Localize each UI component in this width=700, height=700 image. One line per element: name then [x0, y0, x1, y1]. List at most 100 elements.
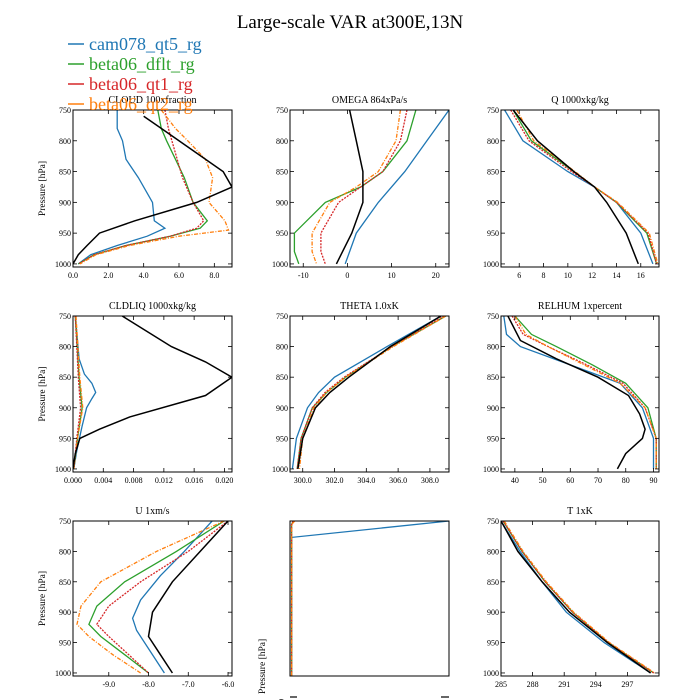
- y-tick-label: 1000: [55, 465, 71, 474]
- x-tick-label: 6.0: [174, 271, 184, 280]
- y-tick-label: 900: [487, 608, 499, 617]
- y-tick-label: 900: [487, 198, 499, 207]
- x-tick-label: 8: [542, 271, 546, 280]
- series-line-beta06_qt2_rg: [514, 316, 657, 469]
- x-tick-label: 20: [432, 271, 440, 280]
- y-tick-label: 950: [487, 434, 499, 443]
- x-tick-label: 306.0: [389, 476, 407, 485]
- panel-8: [289, 520, 450, 677]
- x-tick-label: 0.008: [125, 476, 143, 485]
- y-tick-label: 900: [276, 404, 288, 413]
- orphan-axis-label: Pressure [hPa]1000: [258, 639, 449, 700]
- series-line-reference: [147, 521, 229, 674]
- legend-label: cam078_qt5_rg: [89, 34, 202, 54]
- x-tick-label: 285: [495, 680, 507, 689]
- series-line-beta06_qt2_rg: [298, 316, 447, 469]
- series-line-beta06_qt2_rg: [516, 110, 659, 265]
- series-line-beta06_dflt_rg: [502, 521, 655, 674]
- panel-frame: [72, 520, 233, 677]
- y-tick-label: 1000: [272, 260, 288, 269]
- y-tick-label: 1000: [483, 465, 499, 474]
- series-line-beta06_dflt_rg: [293, 110, 417, 265]
- series-line-beta06_qt1_rg: [290, 521, 294, 676]
- panel-5: THETA 1.0xK 750 800 850 900 950 1000 300.0 302.0…: [272, 301, 450, 485]
- y-tick-label: 850: [487, 168, 499, 177]
- series-line-beta06_qt1_rg: [320, 110, 408, 265]
- y-tick-label: 900: [59, 404, 71, 413]
- y-tick-label: 850: [276, 168, 288, 177]
- y-tick-label: 850: [487, 578, 499, 587]
- series-line-reference: [507, 316, 646, 470]
- panel-frame: [289, 520, 450, 677]
- series-line-beta06_qt1_rg: [502, 521, 655, 674]
- x-tick-label: 0.012: [155, 476, 173, 485]
- x-tick-label: 300.0: [294, 476, 312, 485]
- series-line-reference: [297, 316, 442, 470]
- x-tick-label: 50: [539, 476, 547, 485]
- series-line-cam078_qt5_rg: [344, 110, 449, 265]
- series-line-beta06_dflt_rg: [77, 110, 209, 265]
- panel-title: CLOUD 100xfraction: [108, 95, 196, 106]
- panel-frame: [289, 315, 450, 473]
- panel-title: OMEGA 864xPa/s: [332, 95, 407, 106]
- y-tick-label: 950: [276, 229, 288, 238]
- y-tick-label: 850: [276, 373, 288, 382]
- y-axis-label: Pressure [hPa]: [38, 366, 48, 421]
- x-tick-label: -6.0: [222, 680, 235, 689]
- panel-title: CLDLIQ 1000xkg/kg: [109, 301, 196, 312]
- y-tick-label: 800: [487, 137, 499, 146]
- series-line-reference: [73, 115, 232, 265]
- x-tick-label: 16: [637, 271, 645, 280]
- y-tick-label: 850: [59, 168, 71, 177]
- x-tick-label: 10: [388, 271, 396, 280]
- series-line-beta06_qt2_rg: [290, 521, 296, 676]
- y-tick-label: 950: [59, 639, 71, 648]
- panel-title: U 1xm/s: [135, 506, 169, 517]
- series-line-beta06_qt1_rg: [296, 316, 445, 469]
- series-line-cam078_qt5_rg: [131, 521, 213, 674]
- series-line-beta06_qt1_rg: [510, 110, 658, 265]
- x-tick-label: 90: [649, 476, 657, 485]
- x-tick-label: 291: [558, 680, 570, 689]
- panel-4: CLDLIQ 1000xkg/kg 750 800 850 900 950 1000 0.00…: [38, 301, 233, 485]
- panel-7: U 1xm/s 750 800 850 900 950 1000 -9.0 -8.0 -7.0 -6…: [38, 506, 234, 689]
- series-line-reference: [501, 521, 652, 674]
- x-tick-label: 12: [588, 271, 596, 280]
- x-tick-label: 0.020: [215, 476, 233, 485]
- series-line-cam078_qt5_rg: [291, 316, 442, 469]
- x-tick-label: -10: [298, 271, 309, 280]
- panel-2: OMEGA 864xPa/s 750 800 850 900 950 1000 -10 0 10 2…: [272, 95, 450, 280]
- y-tick-label: 1000: [55, 669, 71, 678]
- x-tick-label: 70: [594, 476, 602, 485]
- series-line-cam078_qt5_rg: [501, 521, 651, 674]
- y-tick-label: 750: [487, 312, 499, 321]
- y-tick-label: 800: [59, 343, 71, 352]
- series-line-beta06_qt2_rg: [503, 521, 656, 674]
- y-tick-label: 900: [59, 198, 71, 207]
- x-tick-label: 297: [621, 680, 633, 689]
- x-tick-label: 294: [590, 680, 602, 689]
- y-tick-label: 950: [59, 434, 71, 443]
- series-line-beta06_qt2_rg: [73, 316, 84, 469]
- x-tick-label: 10: [564, 271, 572, 280]
- y-tick-label: 800: [487, 343, 499, 352]
- series-line-beta06_dflt_rg: [88, 521, 225, 674]
- panel-title: T 1xK: [567, 506, 593, 517]
- x-tick-label: 2.0: [103, 271, 113, 280]
- legend-item: cam078_qt5_rg: [68, 34, 202, 54]
- legend-item: beta06_dflt_rg: [68, 54, 195, 74]
- panel-frame: [500, 520, 660, 677]
- y-tick-label: 750: [487, 517, 499, 526]
- series-line-beta06_qt2_rg: [311, 110, 402, 265]
- y-tick-label: 1000: [272, 465, 288, 474]
- x-tick-label: -8.0: [142, 680, 155, 689]
- y-tick-label: 750: [276, 106, 288, 115]
- series-line-beta06_qt2_rg: [76, 521, 225, 674]
- x-tick-label: 14: [612, 271, 620, 280]
- panel-frame: [289, 109, 450, 268]
- y-axis-label: Pressure [hPa]: [38, 571, 48, 626]
- y-tick-label: 750: [59, 106, 71, 115]
- y-tick-label: 950: [487, 229, 499, 238]
- series-line-cam078_qt5_rg: [290, 521, 449, 676]
